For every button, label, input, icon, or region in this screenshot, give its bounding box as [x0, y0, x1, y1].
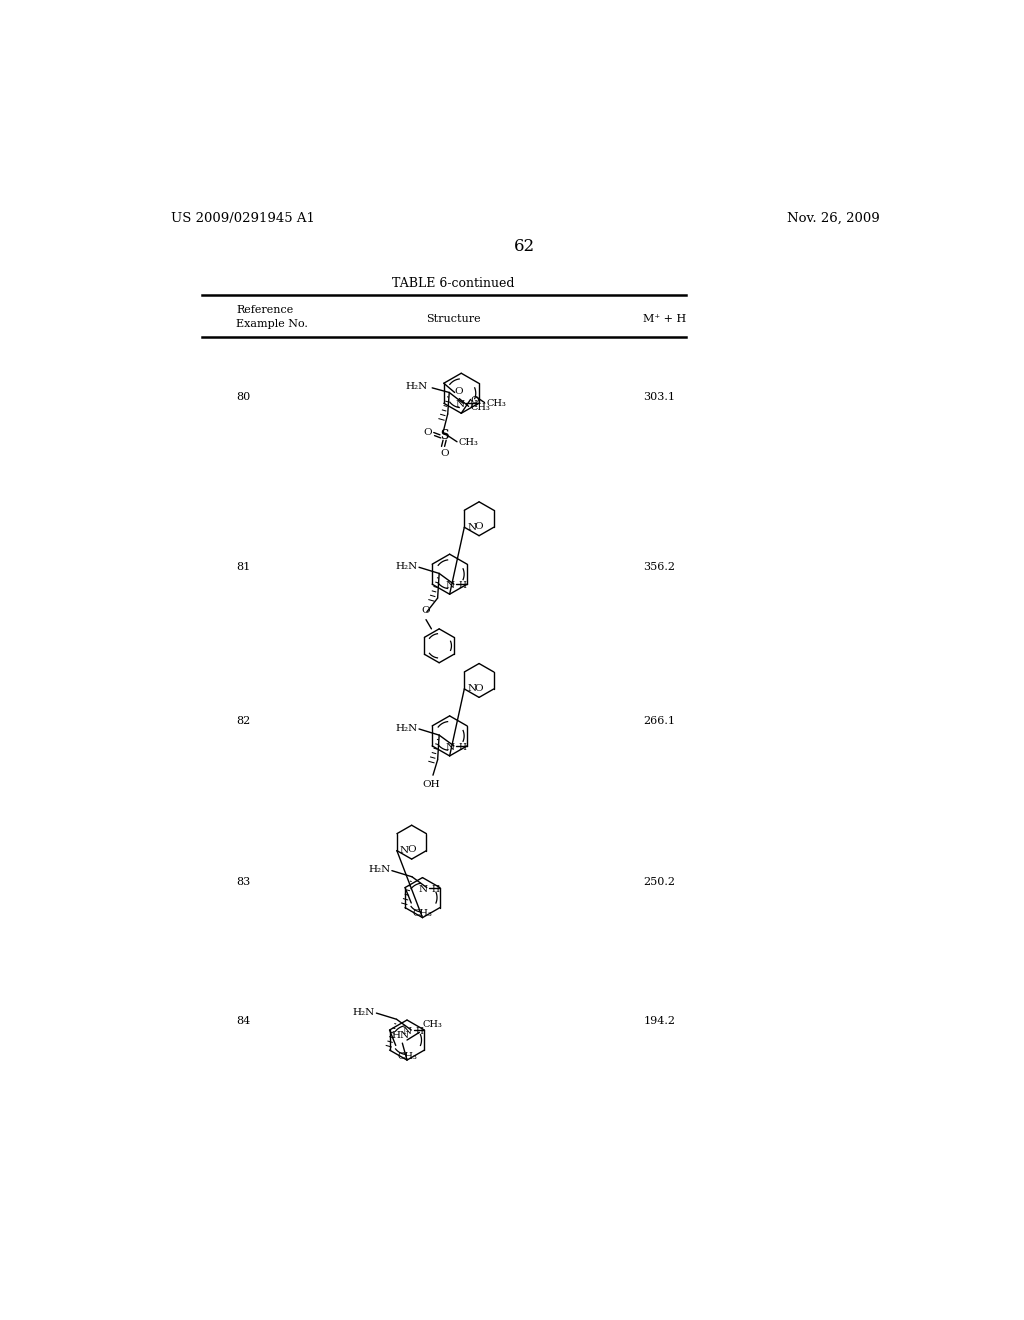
- Text: S: S: [440, 429, 449, 442]
- Text: US 2009/0291945 A1: US 2009/0291945 A1: [171, 213, 314, 224]
- Text: CH₃: CH₃: [486, 399, 506, 408]
- Text: H: H: [416, 1027, 424, 1036]
- Text: Nov. 26, 2009: Nov. 26, 2009: [787, 213, 880, 224]
- Text: H: H: [469, 400, 477, 409]
- Text: H: H: [431, 884, 439, 894]
- Text: M⁺ + H: M⁺ + H: [643, 314, 687, 323]
- Text: O: O: [408, 846, 416, 854]
- Text: 84: 84: [237, 1016, 251, 1026]
- Text: 82: 82: [237, 715, 251, 726]
- Text: N: N: [402, 1027, 412, 1036]
- Text: 266.1: 266.1: [643, 715, 676, 726]
- Text: O: O: [471, 396, 479, 405]
- Text: H₂N: H₂N: [395, 723, 418, 733]
- Text: 81: 81: [237, 561, 251, 572]
- Text: Reference: Reference: [237, 305, 294, 315]
- Text: OH: OH: [423, 780, 440, 789]
- Text: H₂N: H₂N: [406, 381, 428, 391]
- Text: O: O: [424, 428, 432, 437]
- Text: O: O: [475, 523, 483, 531]
- Text: H₂N: H₂N: [368, 866, 390, 874]
- Text: HN: HN: [392, 1031, 410, 1040]
- Text: Example No.: Example No.: [237, 319, 308, 329]
- Text: H: H: [459, 581, 466, 590]
- Text: H₂N: H₂N: [352, 1008, 375, 1016]
- Text: CH₃: CH₃: [397, 1052, 417, 1060]
- Text: H₂N: H₂N: [395, 562, 418, 572]
- Text: N: N: [456, 400, 465, 409]
- Text: 250.2: 250.2: [643, 878, 676, 887]
- Text: O: O: [475, 684, 483, 693]
- Text: N: N: [467, 523, 476, 532]
- Text: 62: 62: [514, 239, 536, 256]
- Text: N: N: [400, 846, 410, 855]
- Text: O: O: [422, 606, 430, 615]
- Text: CH₃: CH₃: [459, 438, 478, 447]
- Text: N: N: [445, 743, 455, 752]
- Text: CH₃: CH₃: [413, 909, 433, 919]
- Text: N: N: [419, 884, 428, 894]
- Text: Structure: Structure: [426, 314, 481, 323]
- Text: O: O: [440, 449, 449, 458]
- Text: N: N: [467, 685, 476, 693]
- Text: N: N: [445, 581, 455, 590]
- Text: 303.1: 303.1: [643, 392, 676, 403]
- Text: TABLE 6-continued: TABLE 6-continued: [392, 277, 515, 290]
- Text: CH₃: CH₃: [423, 1020, 442, 1030]
- Text: O: O: [455, 387, 463, 396]
- Text: 356.2: 356.2: [643, 561, 676, 572]
- Text: H: H: [459, 743, 466, 752]
- Text: 80: 80: [237, 392, 251, 403]
- Text: CH₃: CH₃: [470, 403, 490, 412]
- Text: 194.2: 194.2: [643, 1016, 676, 1026]
- Text: 83: 83: [237, 878, 251, 887]
